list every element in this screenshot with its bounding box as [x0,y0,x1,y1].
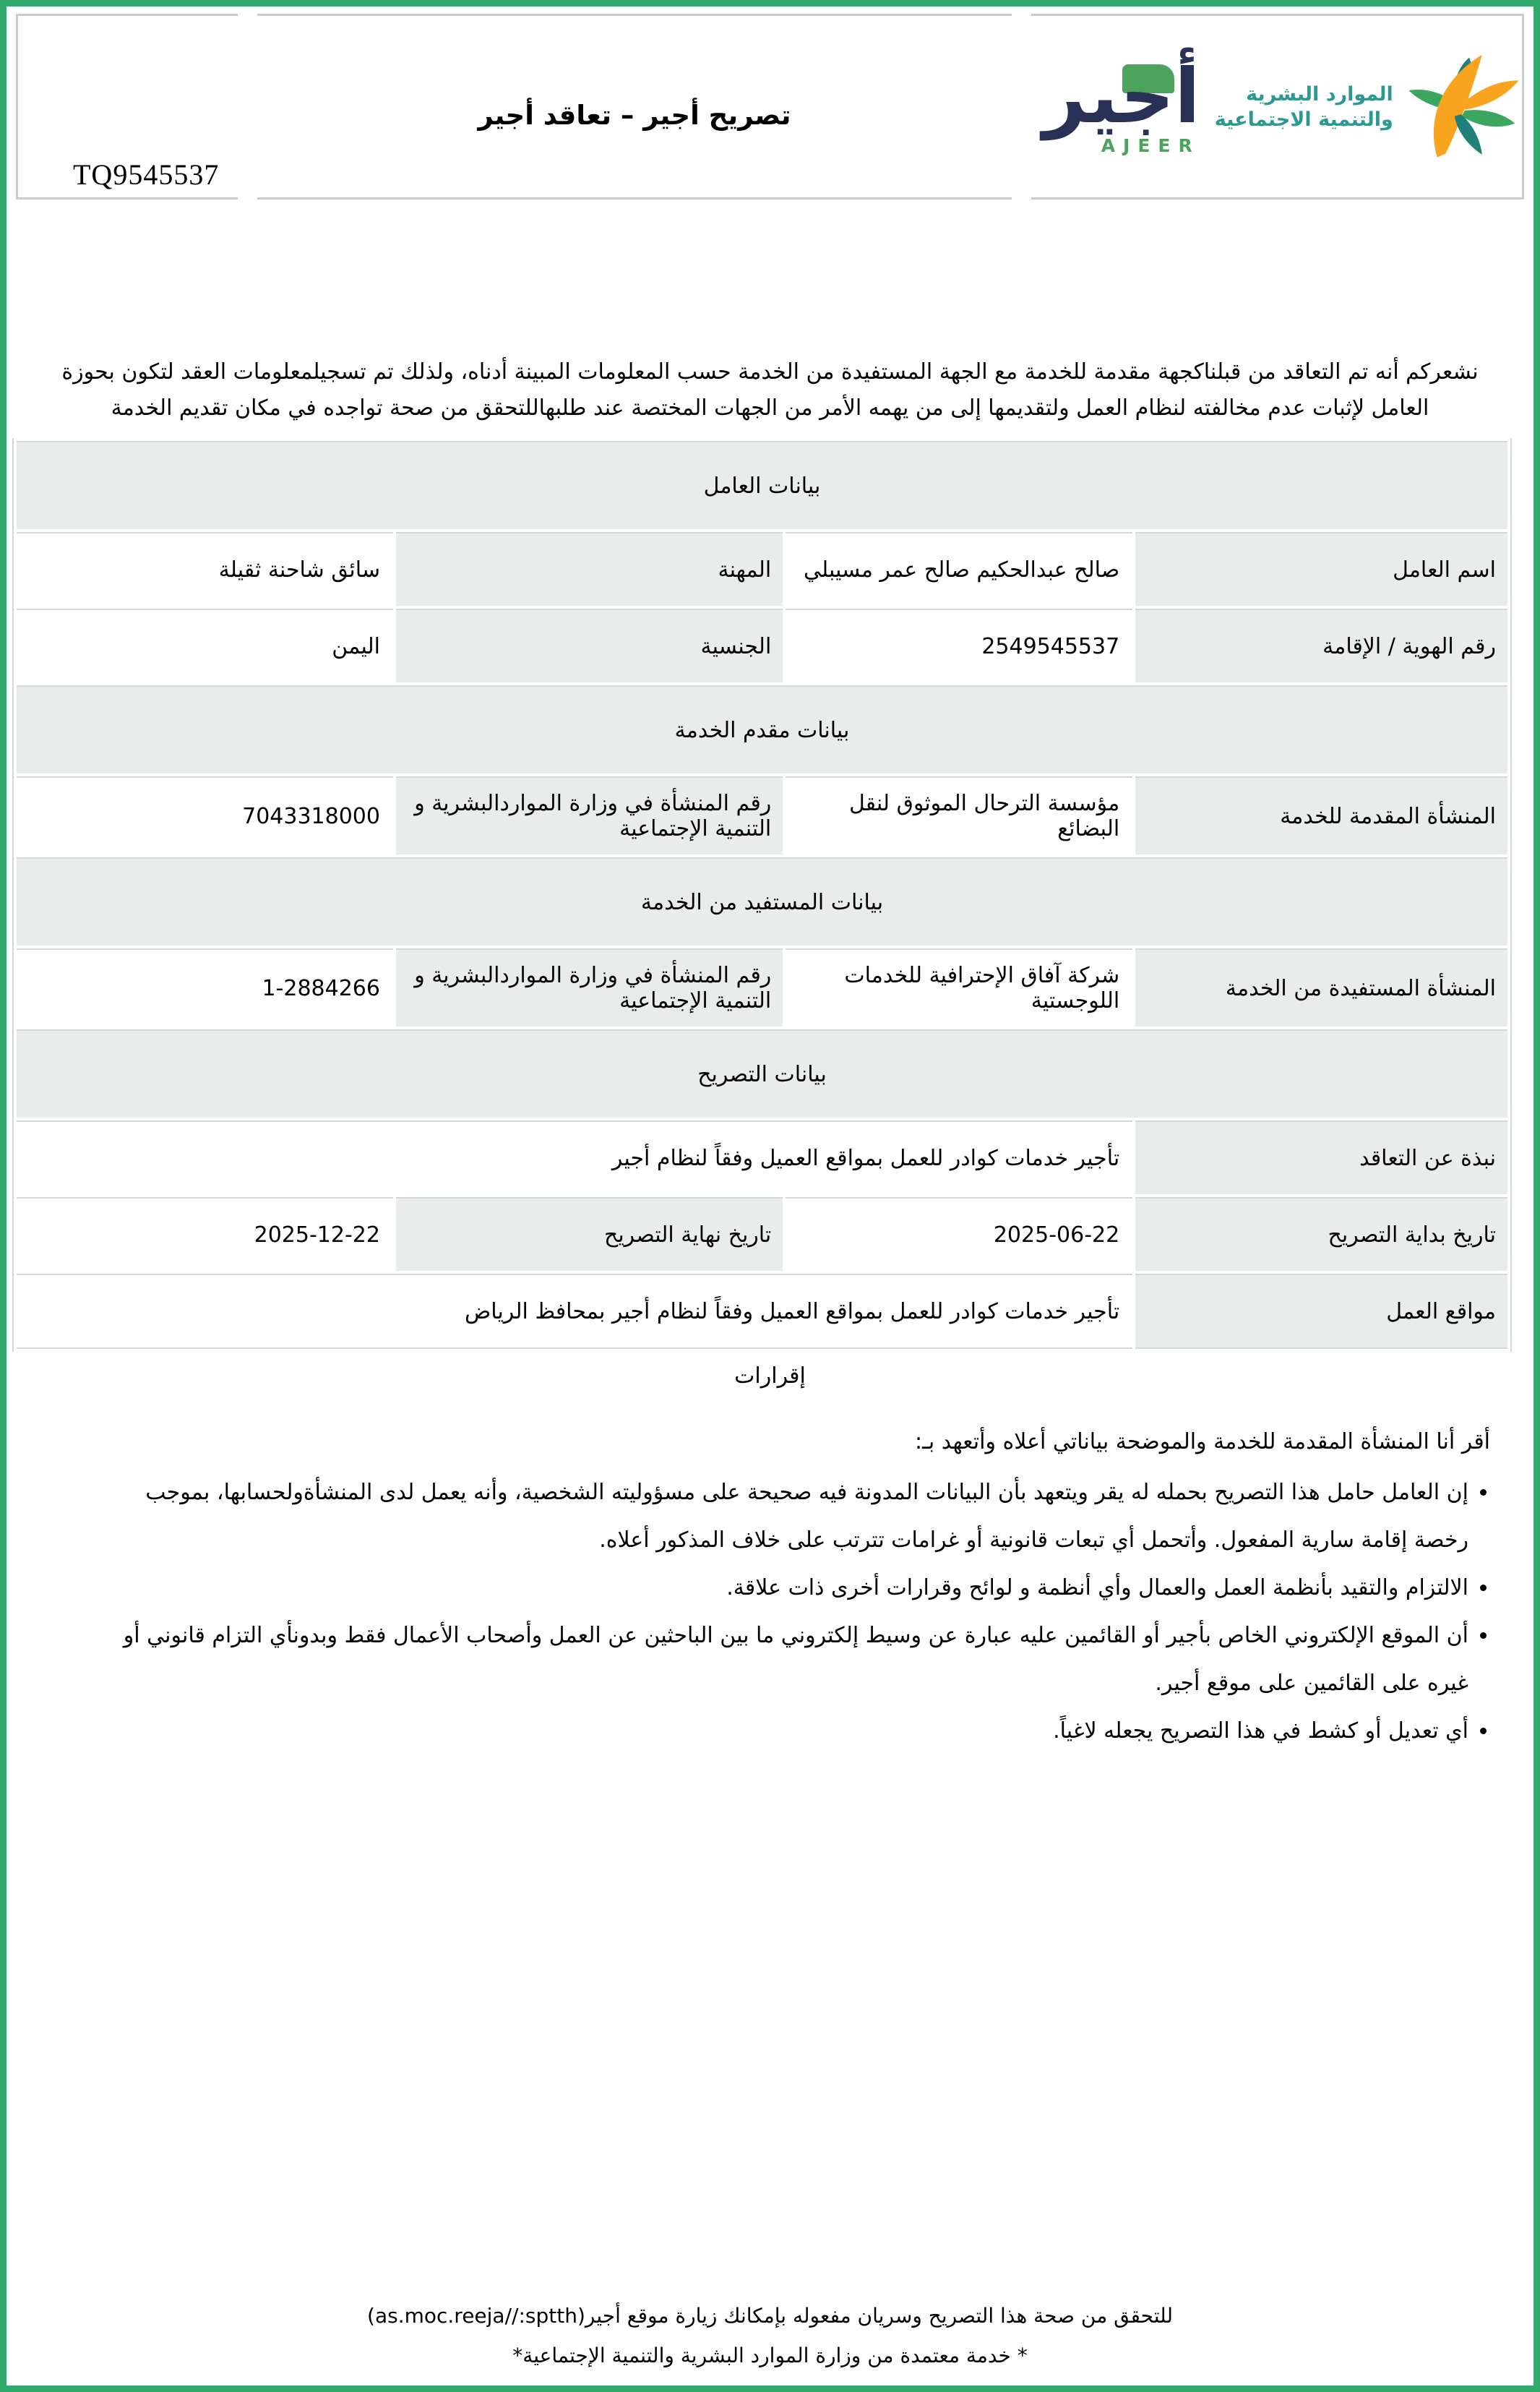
ministry-logo: الموارد البشرية والتنمية الاجتماعية [1215,52,1528,162]
ajeer-wordmark: أجير [1043,57,1200,135]
worker-id-label: رقم الهوية / الإقامة [1135,609,1507,682]
provider-number-label: رقم المنشأة في وزارة المواردالبشرية و ال… [395,776,783,854]
table-row: المنشأة المقدمة للخدمة مؤسسة الترحال الم… [17,776,1507,854]
ajeer-arabic-text: أجير [1043,52,1200,140]
provider-name-label: المنشأة المقدمة للخدمة [1135,776,1507,854]
permit-end-label: تاريخ نهاية التصريح [395,1197,783,1271]
table-row: تاريخ بداية التصريح 2025-06-22 تاريخ نها… [17,1197,1507,1271]
table-row: نبذة عن التعاقد تأجير خدمات كوادر للعمل … [17,1120,1507,1194]
worker-profession-label: المهنة [395,532,783,606]
permit-locations-label: مواقع العمل [1135,1274,1507,1349]
worker-nationality-label: الجنسية [395,609,783,682]
worker-profession-value: سائق شاحنة ثقيلة [17,532,393,606]
title-cell: تصريح أجير – تعاقد أجير [257,14,1012,200]
ministry-name-line1: الموارد البشرية [1246,82,1393,106]
permit-locations-value: تأجير خدمات كوادر للعمل بمواقع العميل وف… [17,1274,1133,1349]
permit-number-cell: TQ9545537 [16,14,238,200]
worker-nationality-value: اليمن [17,609,393,682]
table-row: رقم الهوية / الإقامة 2549545537 الجنسية … [17,609,1507,682]
list-item: أي تعديل أو كشط في هذا التصريح يجعله لاغ… [115,1707,1468,1755]
provider-name-value: مؤسسة الترحال الموثوق لنقل البضائع [786,776,1133,854]
intro-paragraph: نشعركم أنه تم التعاقد من قبلناكجهة مقدمة… [61,359,1479,421]
permit-end-value: 2025-12-22 [17,1197,393,1271]
permit-start-value: 2025-06-22 [786,1197,1133,1271]
provider-number-value: 7043318000 [17,776,393,854]
declarations-list: إن العامل حامل هذا التصريح بحمله له يقر … [50,1469,1490,1755]
list-item: أن الموقع الإلكتروني الخاص بأجير أو القا… [115,1612,1468,1707]
logos-cell: الموارد البشرية والتنمية الاجتماعية أجير… [1031,14,1524,200]
ajeer-green-shape-icon [1122,64,1174,93]
beneficiary-name-label: المنشأة المستفيدة من الخدمة [1135,948,1507,1026]
table-row: مواقع العمل تأجير خدمات كوادر للعمل بموا… [17,1274,1507,1349]
hrsd-palm-icon [1408,54,1519,158]
ministry-name: الموارد البشرية والتنمية الاجتماعية [1215,82,1393,132]
worker-id-value: 2549545537 [786,609,1133,682]
page-footer: للتحقق من صحة هذا التصريح وسريان مفعوله … [7,2296,1533,2375]
section-header-beneficiary: بيانات المستفيد من الخدمة [17,857,1507,946]
declarations-title: إقرارات [734,1363,806,1389]
beneficiary-number-value: 1-2884266 [17,948,393,1026]
page-title: تصريح أجير – تعاقد أجير [478,100,791,131]
declarations-intro: أقر أنا المنشأة المقدمة للخدمة والموضحة … [914,1429,1490,1454]
ajeer-latin-text: AJEER [1101,135,1200,156]
list-item: الالتزام والتقيد بأنظمة العمل والعمال وأ… [115,1564,1468,1612]
list-item: إن العامل حامل هذا التصريح بحمله له يقر … [115,1469,1468,1564]
permit-summary-label: نبذة عن التعاقد [1135,1120,1507,1194]
table-row: المنشأة المستفيدة من الخدمة شركة آفاق ال… [17,948,1507,1026]
beneficiary-number-label: رقم المنشأة في وزارة المواردالبشرية و ال… [395,948,783,1026]
worker-name-value: صالح عبدالحكيم صالح عمر مسيبلي [786,532,1133,606]
permit-summary-value: تأجير خدمات كوادر للعمل بمواقع العميل وف… [17,1120,1133,1194]
document-header: TQ9545537 تصريح أجير – تعاقد أجير الموار… [16,14,1524,200]
section-header-worker: بيانات العامل [17,441,1507,529]
permit-start-label: تاريخ بداية التصريح [1135,1197,1507,1271]
worker-name-label: اسم العامل [1135,532,1507,606]
table-row: اسم العامل صالح عبدالحكيم صالح عمر مسيبل… [17,532,1507,606]
section-header-provider: بيانات مقدم الخدمة [17,685,1507,773]
permit-number: TQ9545537 [73,158,220,191]
permit-data-table: بيانات العامل اسم العامل صالح عبدالحكيم … [12,438,1512,1352]
beneficiary-name-value: شركة آفاق الإحترافية للخدمات اللوجستية [786,948,1133,1026]
footer-verify-line: للتحقق من صحة هذا التصريح وسريان مفعوله … [367,2304,1173,2328]
footer-accredited-line: * خدمة معتمدة من وزارة الموارد البشرية و… [512,2344,1028,2367]
ajeer-logo: أجير AJEER [1043,57,1200,156]
ministry-name-line2: والتنمية الاجتماعية [1214,108,1393,131]
section-header-permit: بيانات التصريح [17,1029,1507,1118]
